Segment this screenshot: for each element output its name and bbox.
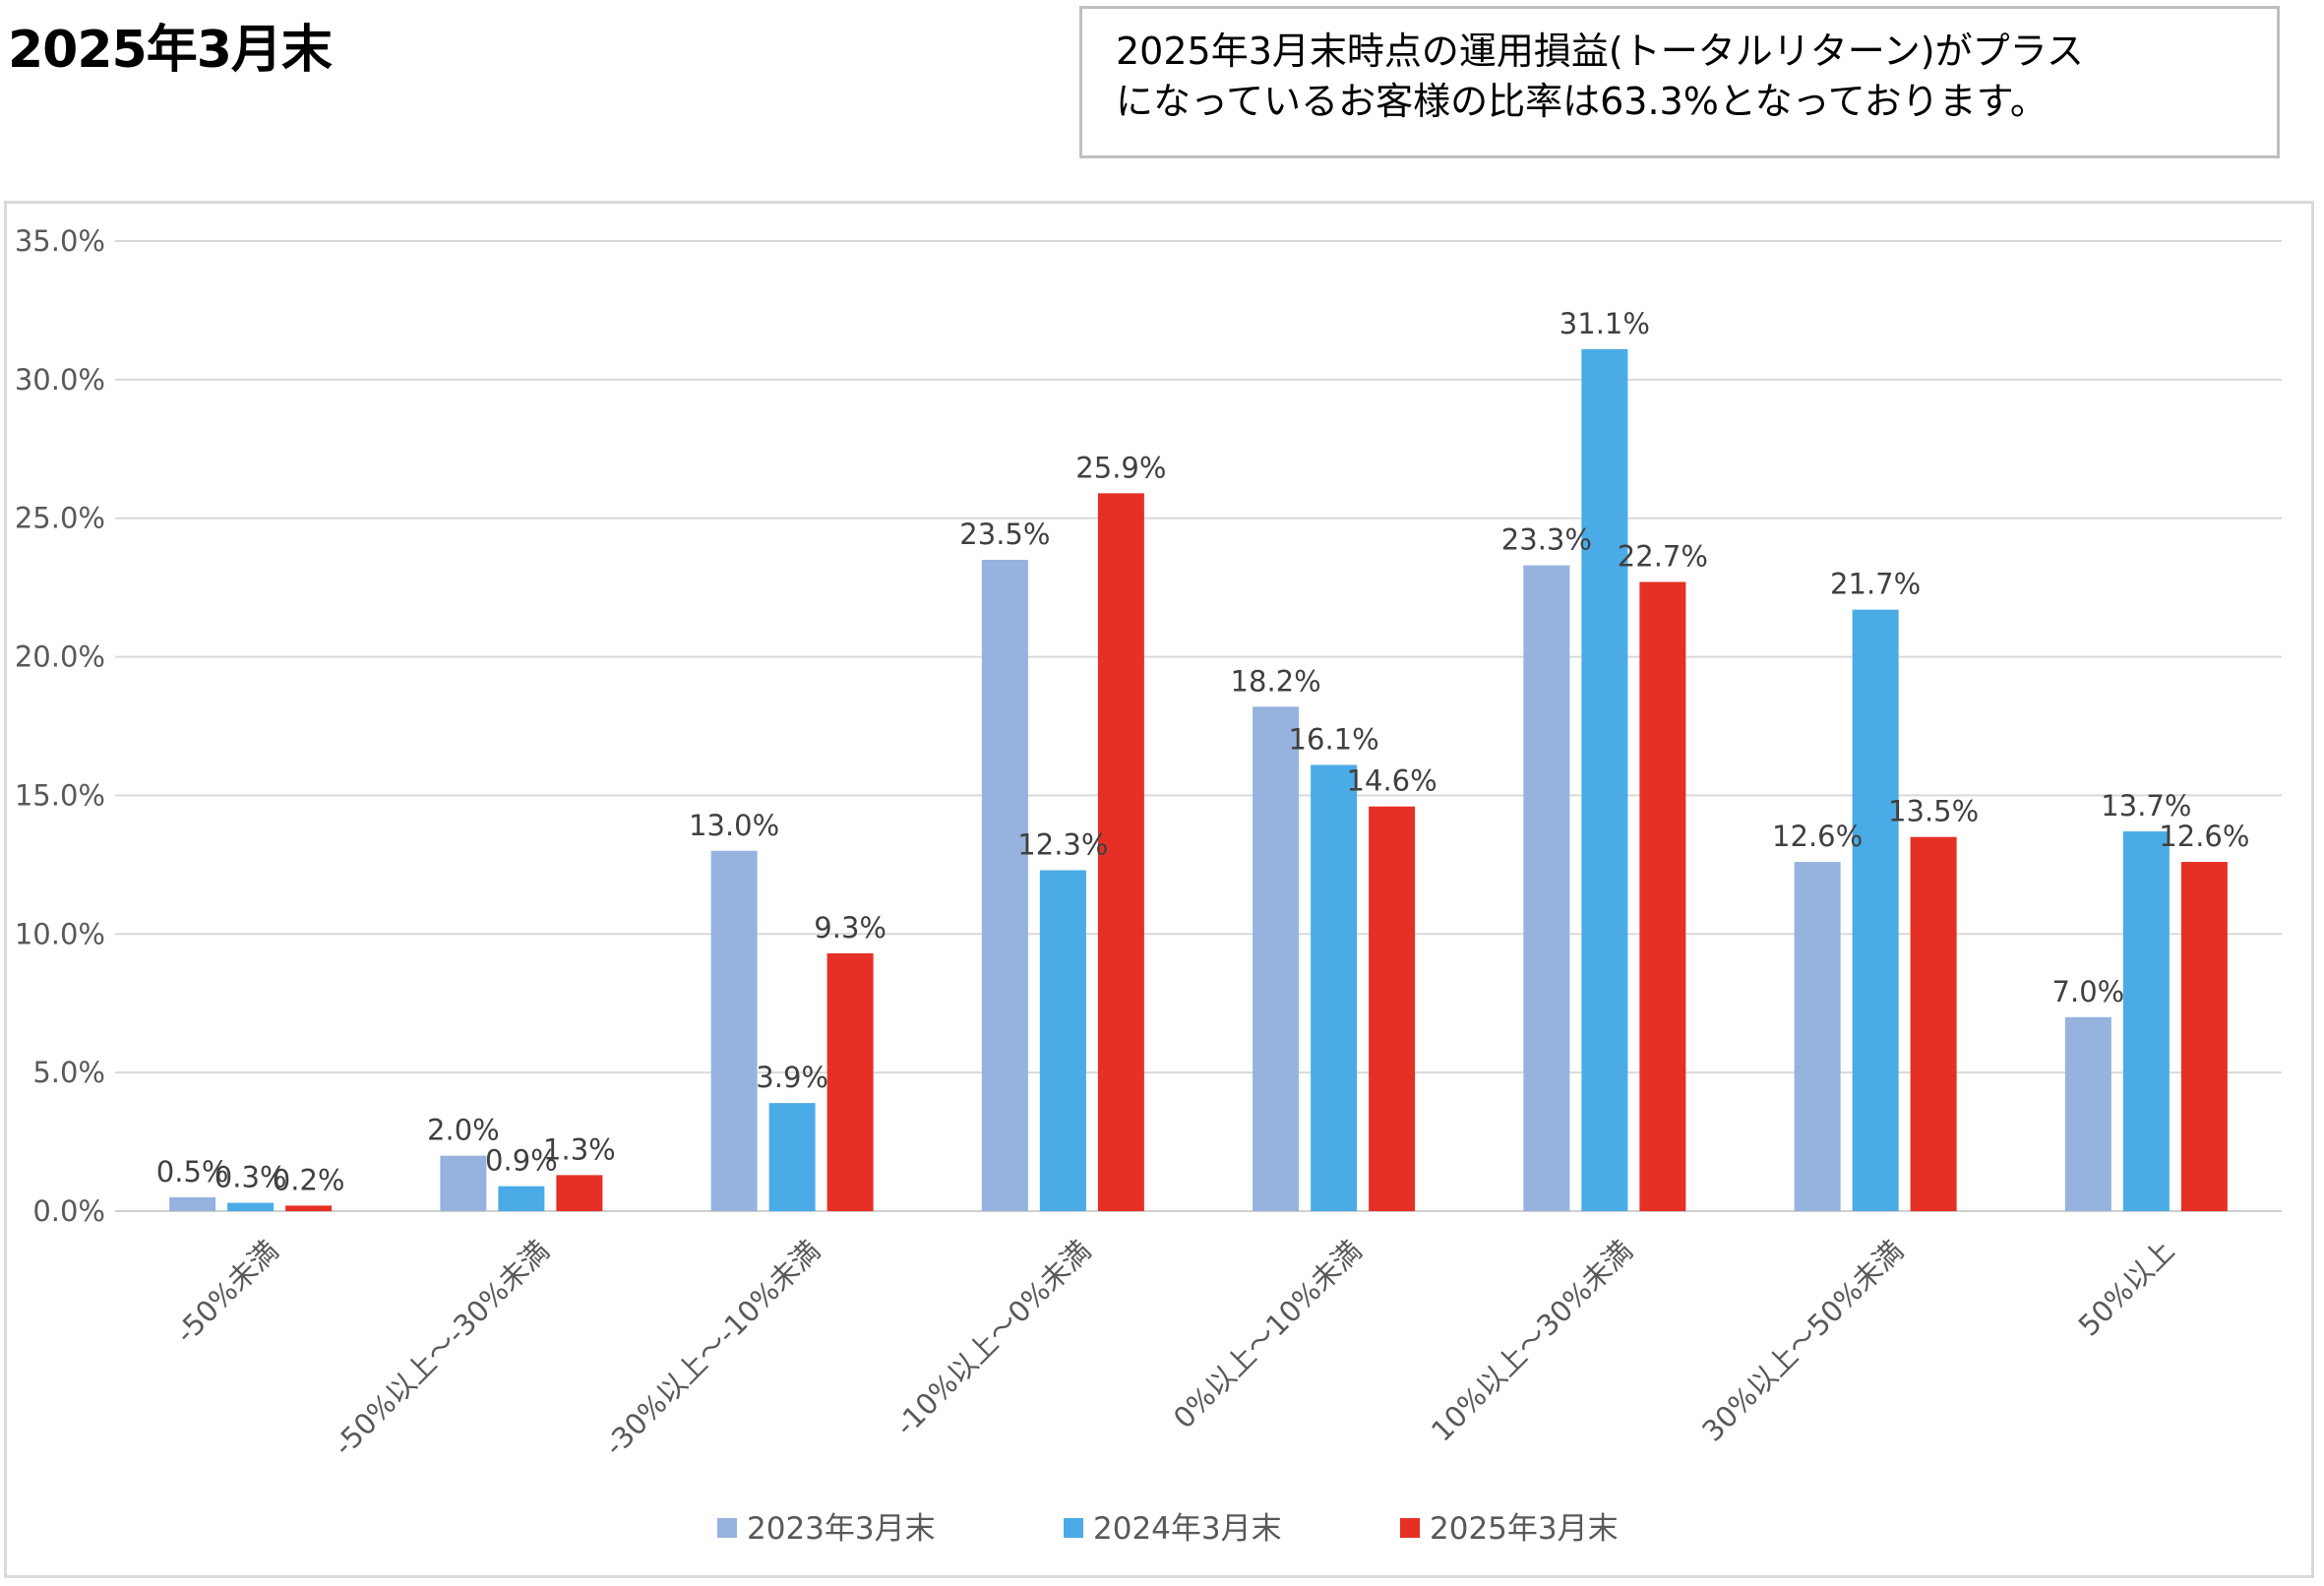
legend-label: 2024年3月末	[1093, 1511, 1282, 1547]
data-label: 7.0%	[2052, 975, 2125, 1008]
data-label: 2.0%	[427, 1114, 500, 1147]
bar	[1910, 836, 1957, 1211]
bar	[1581, 348, 1628, 1211]
bar	[285, 1205, 333, 1211]
legend-swatch	[1064, 1518, 1083, 1538]
bar	[1639, 581, 1686, 1211]
data-label: 31.1%	[1560, 307, 1650, 340]
legend: 2023年3月末 2024年3月末 2025年3月末	[717, 1511, 1619, 1547]
legend-label: 2025年3月末	[1430, 1511, 1619, 1547]
x-category-label: 0%以上～10%未満	[1167, 1234, 1369, 1435]
data-label: 23.5%	[959, 518, 1050, 551]
data-label: 13.0%	[689, 809, 779, 842]
data-label: 0.5%	[156, 1155, 229, 1189]
data-label: 13.5%	[1888, 795, 1979, 828]
bar-chart: 0.0% 5.0% 10.0% 15.0% 20.0% 25.0% 30.0% 35.0% 0…	[15, 224, 2282, 1547]
grid-lines	[115, 240, 2282, 1212]
bar	[768, 1103, 816, 1211]
data-label: 14.6%	[1347, 764, 1437, 798]
bar	[710, 850, 758, 1211]
bar	[227, 1202, 275, 1211]
bar	[1097, 493, 1144, 1211]
x-category-label: -10%以上～0%未満	[888, 1234, 1097, 1442]
legend-swatch	[1400, 1518, 1420, 1538]
x-category-label: -30%以上～-10%未満	[598, 1234, 827, 1463]
x-category-label: 30%以上～50%未満	[1695, 1234, 1910, 1448]
y-tick-label: 10.0%	[15, 917, 105, 950]
y-tick-label: 35.0%	[15, 224, 105, 258]
y-tick-label: 20.0%	[15, 640, 105, 674]
bar	[1852, 609, 1899, 1211]
bar	[1253, 706, 1300, 1211]
bar	[1369, 806, 1416, 1211]
y-tick-label: 0.0%	[32, 1194, 105, 1228]
page-title: 2025年3月末	[8, 21, 333, 80]
bar	[1311, 764, 1358, 1211]
bar	[2122, 831, 2170, 1211]
data-label: 3.9%	[756, 1061, 828, 1094]
data-label: 0.3%	[214, 1161, 287, 1194]
data-label: 0.9%	[485, 1144, 558, 1178]
y-tick-label: 25.0%	[15, 502, 105, 535]
x-category-label: -50%以上～-30%未満	[327, 1234, 556, 1463]
data-label: 23.3%	[1501, 523, 1592, 557]
bar	[169, 1196, 216, 1211]
y-tick-label: 5.0%	[32, 1056, 105, 1089]
x-category-label: -50%未満	[169, 1234, 285, 1350]
data-label: 21.7%	[1830, 568, 1921, 601]
note-box: 2025年3月末時点の運用損益(トータルリターン)がプラス になっているお客様の…	[1079, 6, 2280, 158]
bar	[440, 1155, 487, 1211]
x-axis-categories: -50%未満 -50%以上～-30%未満 -30%以上～-10%未満 -10%以上～0…	[169, 1234, 2181, 1463]
bar	[498, 1186, 545, 1211]
data-label: 12.6%	[1772, 820, 1863, 853]
bar	[2180, 862, 2228, 1211]
legend-swatch	[717, 1518, 737, 1538]
data-label: 13.7%	[2101, 789, 2191, 823]
data-label: 0.2%	[273, 1163, 345, 1196]
bar	[556, 1175, 603, 1211]
chart-frame: 0.0% 5.0% 10.0% 15.0% 20.0% 25.0% 30.0% 35.0% 0…	[4, 201, 2314, 1578]
data-label: 9.3%	[814, 911, 887, 945]
x-category-label: 50%以上	[2072, 1234, 2181, 1343]
bar	[1794, 862, 1841, 1211]
bar	[1039, 870, 1086, 1211]
data-label: 18.2%	[1231, 664, 1321, 698]
data-label: 12.6%	[2159, 820, 2249, 853]
x-category-label: 10%以上～30%未満	[1425, 1234, 1639, 1448]
data-label: 1.3%	[543, 1132, 616, 1166]
y-axis-ticks: 0.0% 5.0% 10.0% 15.0% 20.0% 25.0% 30.0% 35.0%	[15, 224, 105, 1228]
data-label: 12.3%	[1017, 827, 1108, 861]
data-label: 25.9%	[1075, 451, 1166, 484]
bar	[2064, 1016, 2111, 1211]
bars	[169, 348, 2228, 1211]
data-label: 16.1%	[1289, 722, 1379, 756]
bar	[1523, 565, 1570, 1211]
data-label: 22.7%	[1618, 540, 1708, 574]
legend-label: 2023年3月末	[747, 1511, 936, 1547]
data-labels: 0.5%0.3%0.2% 2.0%0.9%1.3% 13.0% 3.9% 9.3% 23.…	[156, 307, 2250, 1196]
bar	[981, 559, 1028, 1211]
note-line-1: 2025年3月末時点の運用損益(トータルリターン)がプラス	[1116, 30, 2084, 73]
bar	[826, 953, 874, 1211]
note-line-2: になっているお客様の比率は63.3%となっております。	[1116, 80, 2048, 123]
y-tick-label: 15.0%	[15, 778, 105, 812]
y-tick-label: 30.0%	[15, 363, 105, 396]
